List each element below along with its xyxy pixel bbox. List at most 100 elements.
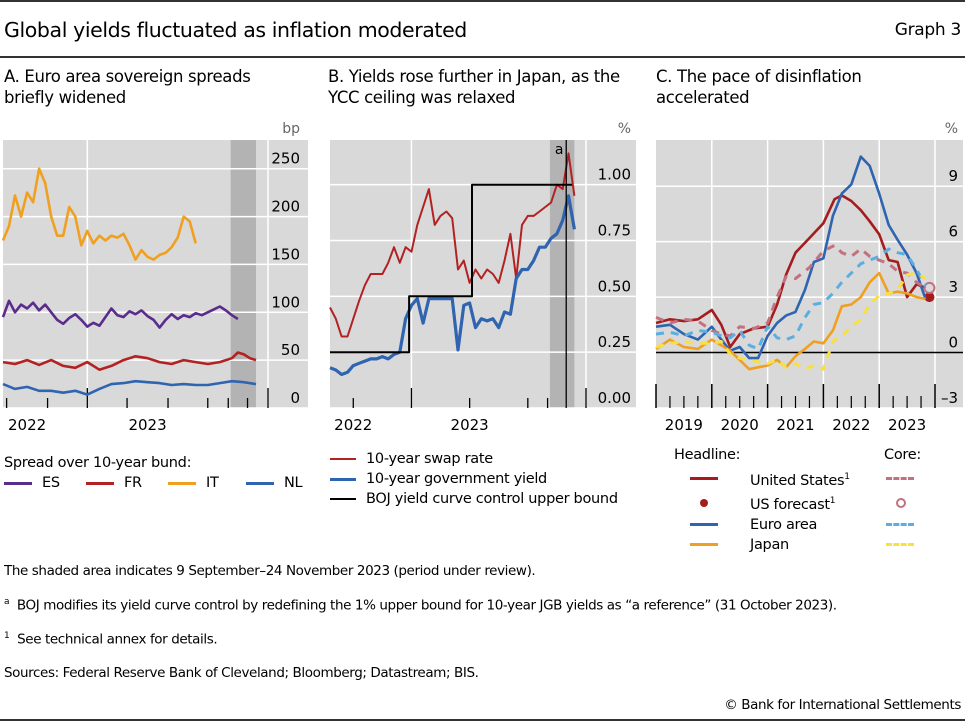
graph-number: Graph 3 (894, 20, 962, 40)
x-tick-label: 2022 (832, 416, 870, 434)
y-tick-label: 250 (271, 150, 300, 168)
panel-b-chart: 0.00 0.25 0.50 0.75 1.00% 2022 2023 a (329, 121, 636, 434)
legend-c: United States1 US forecast1 Euro area Ja… (690, 467, 930, 555)
y-tick-label: 6 (948, 223, 958, 241)
footnote-a-marker: a (4, 597, 10, 607)
series-line-10-year-government-yield (329, 194, 576, 377)
y-tick-label: 50 (281, 341, 300, 359)
legend-c-headline-title: Headline: (674, 447, 741, 463)
series-line-united-states (655, 194, 926, 349)
legend-swatch-swap (330, 458, 356, 460)
copyright: © Bank for International Settlements (724, 697, 961, 713)
y-tick-label: 0.00 (598, 389, 631, 407)
legend-item-fr: FR (86, 475, 168, 491)
legend-item-nl: NL (246, 475, 303, 491)
footnote-shaded: The shaded area indicates 9 September–24… (4, 563, 536, 579)
legend-item-es: ES (4, 475, 86, 491)
footnote-a-text: BOJ modifies its yield curve control by … (16, 597, 837, 614)
legend-swatch-japan (690, 543, 718, 547)
legend-dot-us-forecast (700, 498, 708, 507)
footnote-1-text: See technical annex for details. (17, 631, 218, 648)
legend-item-japan: Japan (690, 535, 930, 555)
series-line-euro-area-core (655, 247, 927, 351)
y-tick-label: 200 (271, 198, 300, 216)
x-tick-label: 2019 (665, 416, 703, 434)
graph-title: Global yields fluctuated as inflation mo… (4, 18, 467, 42)
y-tick-label: 3 (948, 278, 958, 296)
shaded-period (230, 140, 256, 408)
y-unit-label: % (618, 121, 631, 137)
x-tick-label: 2023 (128, 416, 166, 434)
legend-item-govt: 10-year government yield (330, 469, 618, 489)
series-line-fr (2, 351, 257, 371)
x-tick-label: 2022 (8, 416, 46, 434)
y-tick-label: 9 (948, 167, 958, 185)
legend-label-us-forecast: US forecast1 (750, 495, 836, 513)
legend-swatch-fr (86, 481, 114, 485)
panel-c-chart: –3 0 3 6 9% 2019 2020 2021 2022 2023 (655, 121, 963, 434)
series-line-boj-yield-curve-control-upper-bound (330, 183, 572, 354)
legend-item-swap: 10-year swap rate (330, 449, 618, 469)
x-tick-label: 2023 (888, 416, 926, 434)
legend-swatch-es (4, 481, 32, 485)
legend-swatch-govt (330, 477, 356, 481)
x-tick-label: 2021 (776, 416, 814, 434)
title-rule (0, 56, 965, 58)
shaded-period (549, 140, 575, 408)
y-unit-label: % (945, 121, 958, 137)
legend-item-us-forecast: US forecast1 (690, 491, 930, 515)
legend-swatch-japan-core (886, 543, 914, 547)
legend-a-items: ES FR IT NL (4, 475, 303, 491)
bottom-rule (0, 719, 965, 721)
legend-swatch-nl (246, 481, 274, 485)
legend-label-fr: FR (124, 475, 142, 491)
legend-ring-us-forecast-core (896, 497, 906, 508)
y-tick-label: 0.25 (598, 333, 631, 351)
y-tick-label: 1.00 (598, 166, 631, 184)
legend-swatch-us (690, 477, 718, 481)
data-point-us-forecast-core (923, 281, 936, 294)
panel-b-title: B. Yields rose further in Japan, as the … (328, 67, 620, 107)
series-line-japan-core (655, 271, 927, 371)
chart-canvas: 0 50 100 150 200 250 bp 2022 2023 0.00 0.25 0.50 0.… (1, 121, 963, 434)
legend-label-nl: NL (284, 475, 303, 491)
legend-c-core-title: Core: (884, 447, 921, 463)
legend-label-euro: Euro area (750, 516, 818, 533)
x-tick-label: 2020 (721, 416, 759, 434)
series-line-es (1, 299, 239, 329)
y-tick-label: 0.50 (598, 277, 631, 295)
y-tick-label: 0 (290, 389, 300, 407)
panel-c-title: C. The pace of disinflation accelerated (656, 67, 862, 107)
x-tick-label: 2023 (451, 416, 489, 434)
series-line-united-states-core (655, 243, 927, 338)
legend-label-es: ES (42, 475, 60, 491)
legend-item-it: IT (168, 475, 246, 491)
legend-label-it: IT (206, 475, 219, 491)
y-tick-label: 150 (271, 245, 300, 263)
legend-a-title: Spread over 10-year bund: (4, 455, 192, 471)
legend-swatch-us-core (886, 477, 914, 481)
footnote-a: a BOJ modifies its yield curve control b… (4, 597, 837, 614)
legend-swatch-boj (330, 498, 356, 500)
legend-label-us: United States1 (750, 472, 850, 489)
y-tick-label: –3 (941, 389, 958, 407)
data-point-us-forecast (924, 292, 935, 303)
legend-label-swap: 10-year swap rate (366, 451, 493, 467)
legend-item-boj: BOJ yield curve control upper bound (330, 489, 618, 509)
footnote-1-marker: 1 (4, 631, 10, 641)
x-tick-label: 2022 (334, 416, 372, 434)
panel-a-chart: 0 50 100 150 200 250 bp 2022 2023 (1, 121, 308, 434)
series-line-nl (2, 379, 257, 396)
top-rule (0, 0, 965, 2)
legend-item-us: United States1 (690, 467, 930, 491)
legend-swatch-euro-core (886, 523, 914, 527)
legend-swatch-it (168, 481, 196, 485)
y-tick-label: 0.75 (598, 222, 631, 240)
series-line-it (1, 167, 197, 261)
legend-swatch-euro (690, 523, 718, 527)
legend-label-boj: BOJ yield curve control upper bound (366, 491, 618, 507)
legend-item-euro: Euro area (690, 515, 930, 535)
y-unit-label: bp (282, 121, 300, 137)
plot-background (3, 140, 308, 408)
y-tick-label: 100 (271, 293, 300, 311)
